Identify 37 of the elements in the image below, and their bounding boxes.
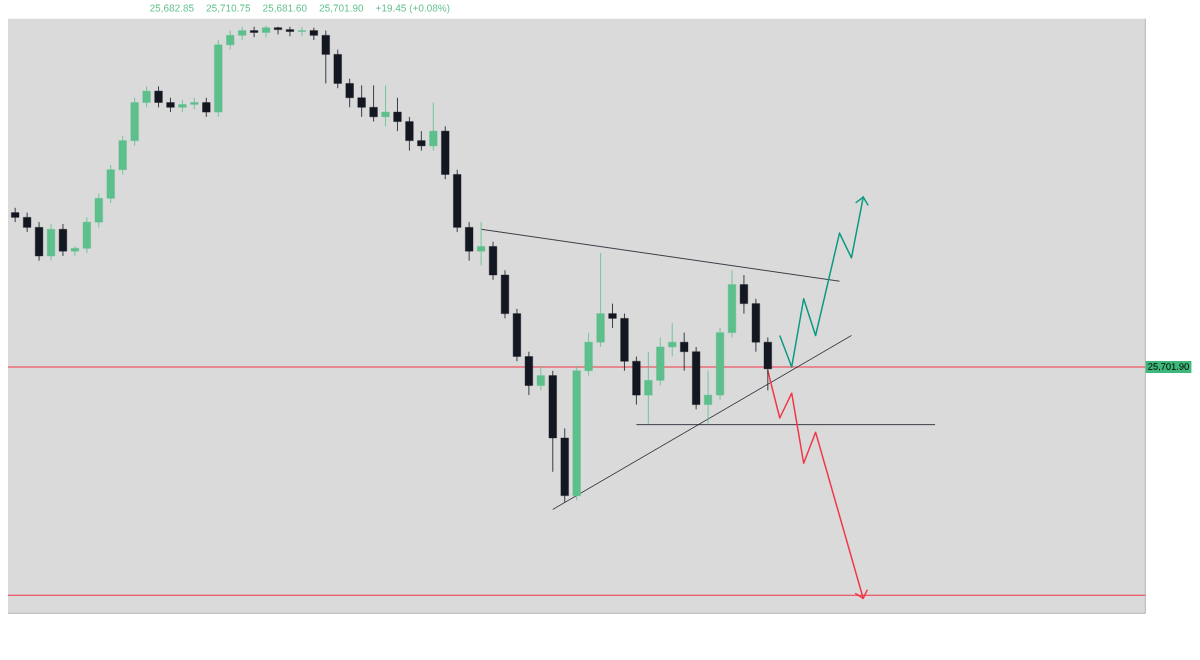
candlestick — [381, 84, 390, 127]
candlestick — [70, 246, 79, 257]
candlestick — [262, 25, 271, 38]
candlestick — [345, 78, 354, 108]
candlestick — [226, 30, 235, 51]
candlestick — [393, 97, 402, 132]
candlestick — [405, 116, 414, 152]
text: 25,701.90 — [319, 4, 364, 13]
text: +19.45 (+0.08%) — [376, 4, 450, 14]
candlestick — [739, 274, 748, 315]
candlestick — [250, 26, 259, 38]
candlestick — [321, 30, 330, 84]
candlestick — [465, 221, 474, 262]
candlestick — [608, 303, 617, 329]
candlestick — [477, 221, 486, 266]
candlestick — [536, 365, 545, 391]
candlestick — [154, 85, 163, 108]
candlestick — [369, 84, 378, 122]
candlestick — [23, 212, 32, 233]
candlestick — [668, 322, 677, 357]
candlestick — [202, 97, 211, 118]
candlestick — [94, 193, 103, 228]
text: 25,682.85 — [150, 4, 194, 13]
candlestick — [297, 26, 306, 37]
text: 25,701.90 — [1148, 363, 1189, 371]
candlestick — [680, 332, 689, 372]
text: 25,710.75 — [206, 4, 251, 13]
candlestick — [58, 223, 67, 257]
candlestick — [357, 84, 366, 118]
candlestick — [142, 85, 151, 108]
text: 25,681.60 — [263, 4, 307, 13]
candlestick — [644, 351, 653, 425]
candlestick — [417, 130, 426, 152]
candlestick — [704, 370, 713, 425]
candlestick — [273, 26, 283, 35]
candlestick — [285, 26, 294, 37]
candlestick — [429, 102, 438, 152]
